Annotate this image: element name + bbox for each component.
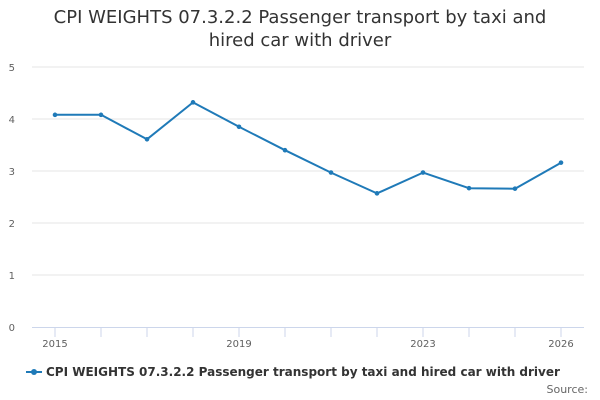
y-tick-label-1: 1 — [9, 271, 15, 282]
data-point-2026 — [558, 160, 564, 165]
x-tick-label-2015: 2015 — [42, 339, 67, 350]
data-point-2016 — [98, 112, 104, 118]
y-axis-labels: 0 1 2 3 4 5 — [9, 63, 15, 334]
data-point-2020 — [282, 147, 288, 153]
y-tick-label-5: 5 — [9, 63, 15, 74]
x-tick-label-2019: 2019 — [226, 339, 251, 350]
source-label: Source: — [546, 383, 589, 396]
legend-line-icon — [26, 366, 42, 378]
x-axis-labels: 2015 2019 2023 2026 — [42, 339, 573, 350]
y-tick-label-4: 4 — [9, 115, 15, 126]
x-tick-label-2026: 2026 — [548, 339, 573, 350]
y-tick-label-2: 2 — [9, 219, 15, 230]
data-point-2018 — [190, 100, 196, 105]
data-point-2019 — [236, 124, 242, 130]
x-axis — [32, 327, 584, 337]
data-point-2015 — [52, 112, 58, 118]
y-tick-label-0: 0 — [9, 323, 15, 334]
legend-label: CPI WEIGHTS 07.3.2.2 Passenger transport… — [46, 365, 560, 379]
grid-lines — [32, 66, 584, 276]
series-line-0 — [54, 101, 562, 195]
data-series — [52, 100, 564, 196]
data-point-2021 — [328, 170, 334, 175]
x-tick-label-2023: 2023 — [410, 339, 435, 350]
y-tick-label-3: 3 — [9, 167, 15, 178]
data-point-2025 — [512, 186, 518, 191]
data-point-2024 — [466, 185, 472, 191]
data-point-2017 — [144, 136, 150, 142]
data-point-2022 — [374, 191, 380, 196]
data-point-2023 — [420, 170, 426, 175]
chart-title: CPI WEIGHTS 07.3.2.2 Passenger transport… — [53, 7, 547, 51]
legend-item[interactable]: CPI WEIGHTS 07.3.2.2 Passenger transport… — [26, 365, 560, 379]
